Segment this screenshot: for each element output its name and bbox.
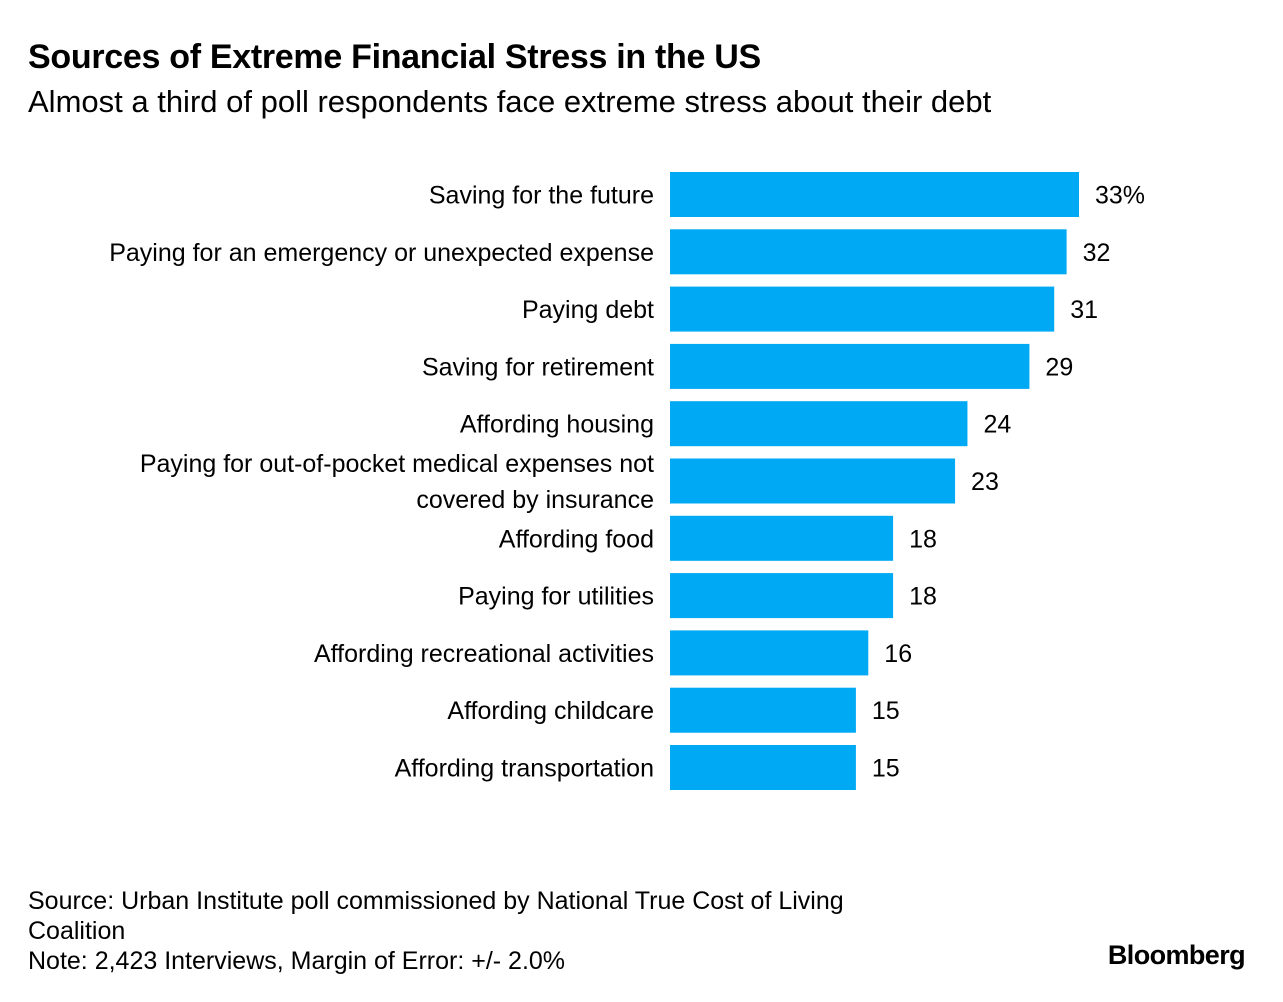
bar-value-label: 15 xyxy=(872,697,900,725)
bar-2 xyxy=(670,229,1067,275)
bar-4 xyxy=(670,343,1030,389)
bar-9 xyxy=(670,630,869,676)
category-label-line: Affording housing xyxy=(460,411,654,439)
source-note: Source: Urban Institute poll commissione… xyxy=(28,887,844,945)
bar-7 xyxy=(670,515,894,561)
chart-subtitle: Almost a third of poll respondents face … xyxy=(28,84,992,119)
bar-8 xyxy=(670,573,894,619)
bar-value-label: 33% xyxy=(1095,182,1145,210)
category-label: Saving for the future xyxy=(429,182,654,210)
note: Note: 2,423 Interviews, Margin of Error:… xyxy=(28,947,566,975)
category-label-line: Affording food xyxy=(499,525,654,553)
category-label-line: Affording recreational activities xyxy=(314,640,654,668)
bar-value-label: 31 xyxy=(1070,296,1098,324)
bar-5 xyxy=(670,401,968,447)
bar-value-label: 18 xyxy=(909,525,937,553)
category-label-line: Paying for utilities xyxy=(458,583,654,611)
bar-1 xyxy=(670,172,1079,217)
category-label: Affording childcare xyxy=(447,697,654,725)
bar-value-label: 24 xyxy=(983,411,1011,439)
chart-title: Sources of Extreme Financial Stress in t… xyxy=(28,38,761,76)
bar-3 xyxy=(670,286,1055,332)
category-label-line: Paying for out-of-pocket medical expense… xyxy=(140,450,654,478)
bar-10 xyxy=(670,687,856,733)
category-label: Affording housing xyxy=(460,411,654,439)
chart-footer: Source: Urban Institute poll commissione… xyxy=(28,886,928,976)
category-label-line: Saving for the future xyxy=(429,182,654,210)
bar-value-label: 15 xyxy=(872,755,900,783)
category-label: Saving for retirement xyxy=(422,353,654,381)
category-label-line: Affording childcare xyxy=(447,697,654,725)
category-label-line: Paying for an emergency or unexpected ex… xyxy=(109,239,654,267)
category-label: Affording recreational activities xyxy=(314,640,654,668)
bloomberg-logo: Bloomberg xyxy=(1107,940,1246,970)
category-label: Affording transportation xyxy=(395,755,654,783)
category-label: Paying for utilities xyxy=(458,583,654,611)
bar-6 xyxy=(670,458,956,504)
category-label: Affording food xyxy=(499,525,654,553)
category-label-line: Paying debt xyxy=(522,296,654,324)
category-label: Paying for an emergency or unexpected ex… xyxy=(109,239,654,267)
bar-value-label: 29 xyxy=(1045,353,1073,381)
bar-value-label: 32 xyxy=(1083,239,1111,267)
category-label-line: Affording transportation xyxy=(395,755,654,783)
category-label: Paying for out-of-pocket medical expense… xyxy=(140,450,654,514)
bar-11 xyxy=(670,745,856,790)
bar-value-label: 18 xyxy=(909,583,937,611)
category-label: Paying debt xyxy=(522,296,654,324)
bar-value-label: 16 xyxy=(884,640,912,668)
bar-chart: 33% Saving for the future 32 Paying for an … xyxy=(109,172,1145,790)
category-label-line: covered by insurance xyxy=(416,486,654,514)
category-label-line: Saving for retirement xyxy=(422,353,654,381)
bar-value-label: 23 xyxy=(971,468,999,496)
